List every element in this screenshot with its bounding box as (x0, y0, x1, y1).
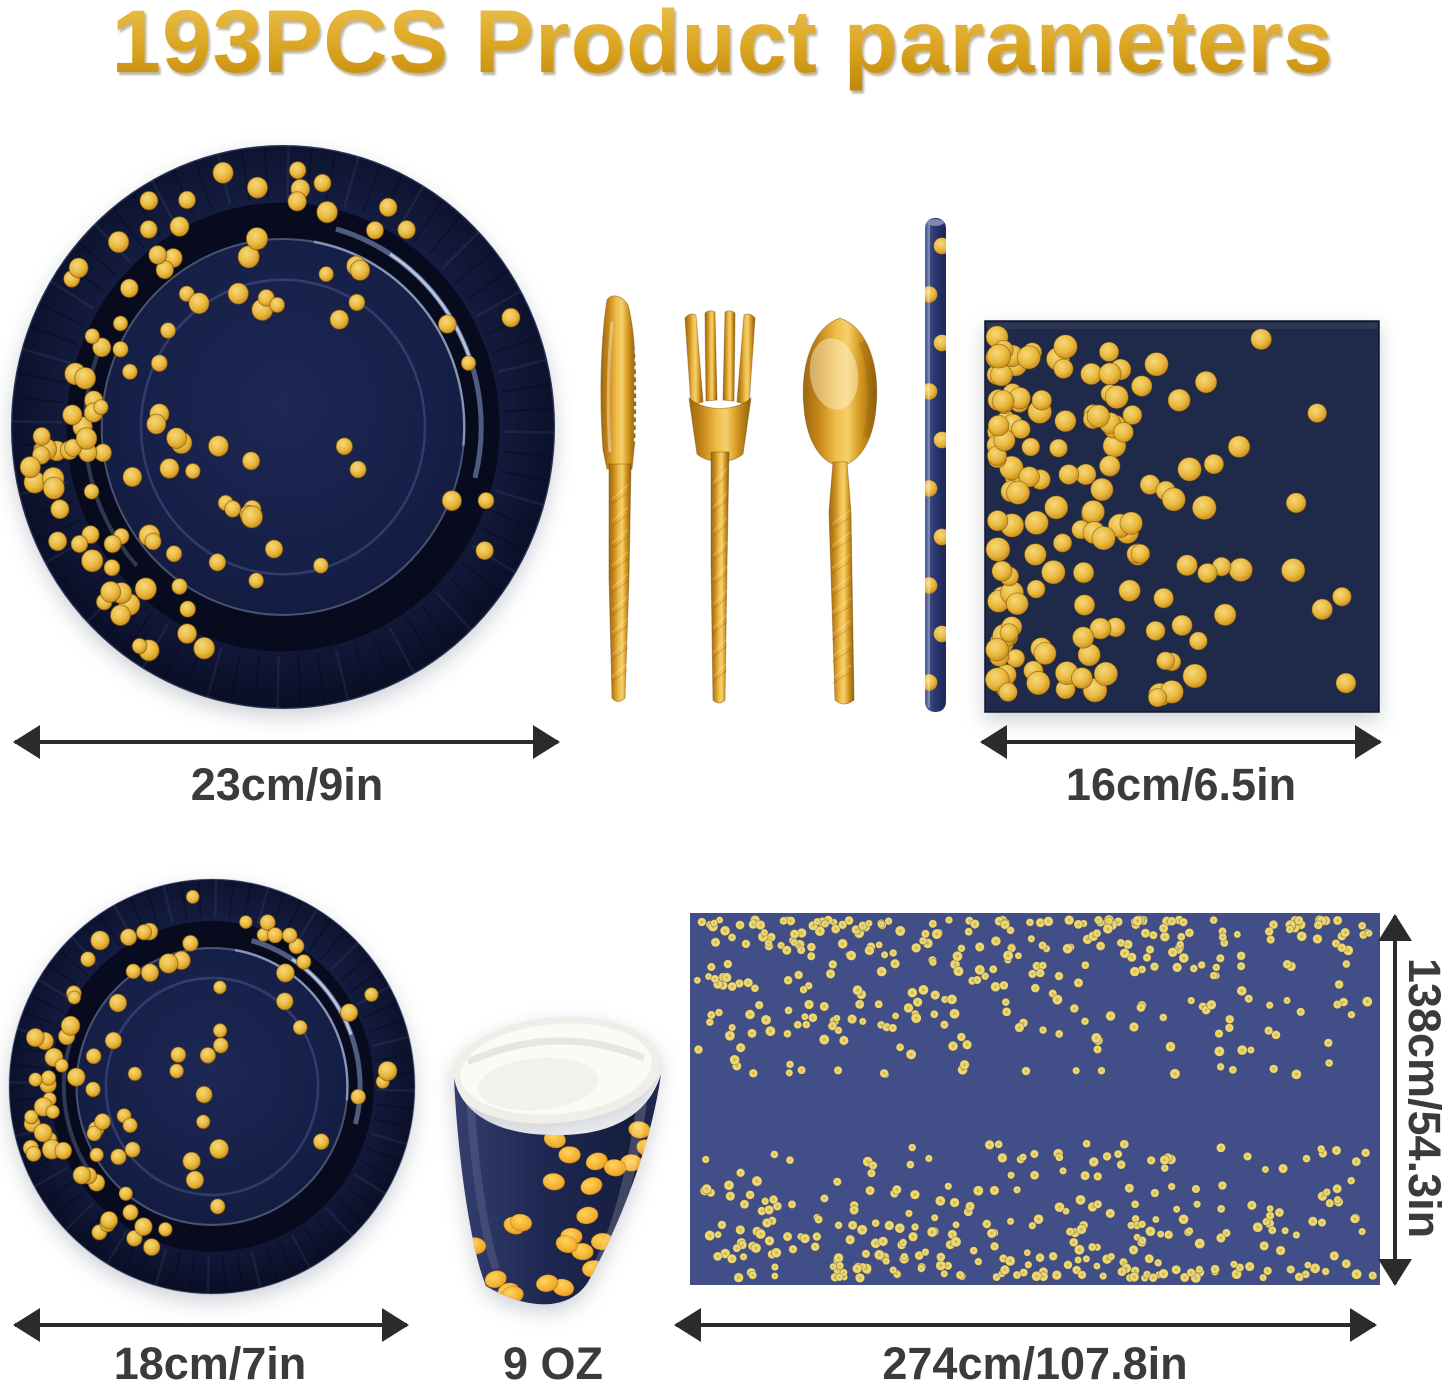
dinner-plate-image (10, 144, 556, 710)
napkin-image (984, 320, 1380, 713)
dessert-plate-image (8, 878, 416, 1295)
gold-fork-image (684, 310, 756, 704)
tablecloth-image (690, 913, 1380, 1285)
gold-knife-image (600, 295, 638, 702)
tablecloth-height-label: 138cm/54.3in (1399, 957, 1445, 1239)
gold-spoon-image (802, 317, 878, 705)
napkin-dimension-label: 16cm/6.5in (1065, 759, 1297, 810)
tablecloth-height-arrow (1378, 914, 1412, 1286)
paper-cup-image (451, 1016, 661, 1305)
napkin-width-arrow (980, 725, 1382, 759)
dessert-plate-width-arrow (13, 1308, 409, 1342)
dinner-plate-width-arrow (13, 725, 560, 759)
paper-straw-image (925, 218, 946, 712)
cup-capacity-label: 9 OZ (502, 1338, 604, 1380)
page-title: 193PCS Product parameters (0, 0, 1445, 93)
tablecloth-width-label: 274cm/107.8in (882, 1338, 1188, 1380)
dinner-plate-dimension-label: 23cm/9in (190, 759, 384, 810)
tablecloth-width-arrow (674, 1308, 1377, 1342)
dessert-plate-dimension-label: 18cm/7in (113, 1338, 307, 1380)
